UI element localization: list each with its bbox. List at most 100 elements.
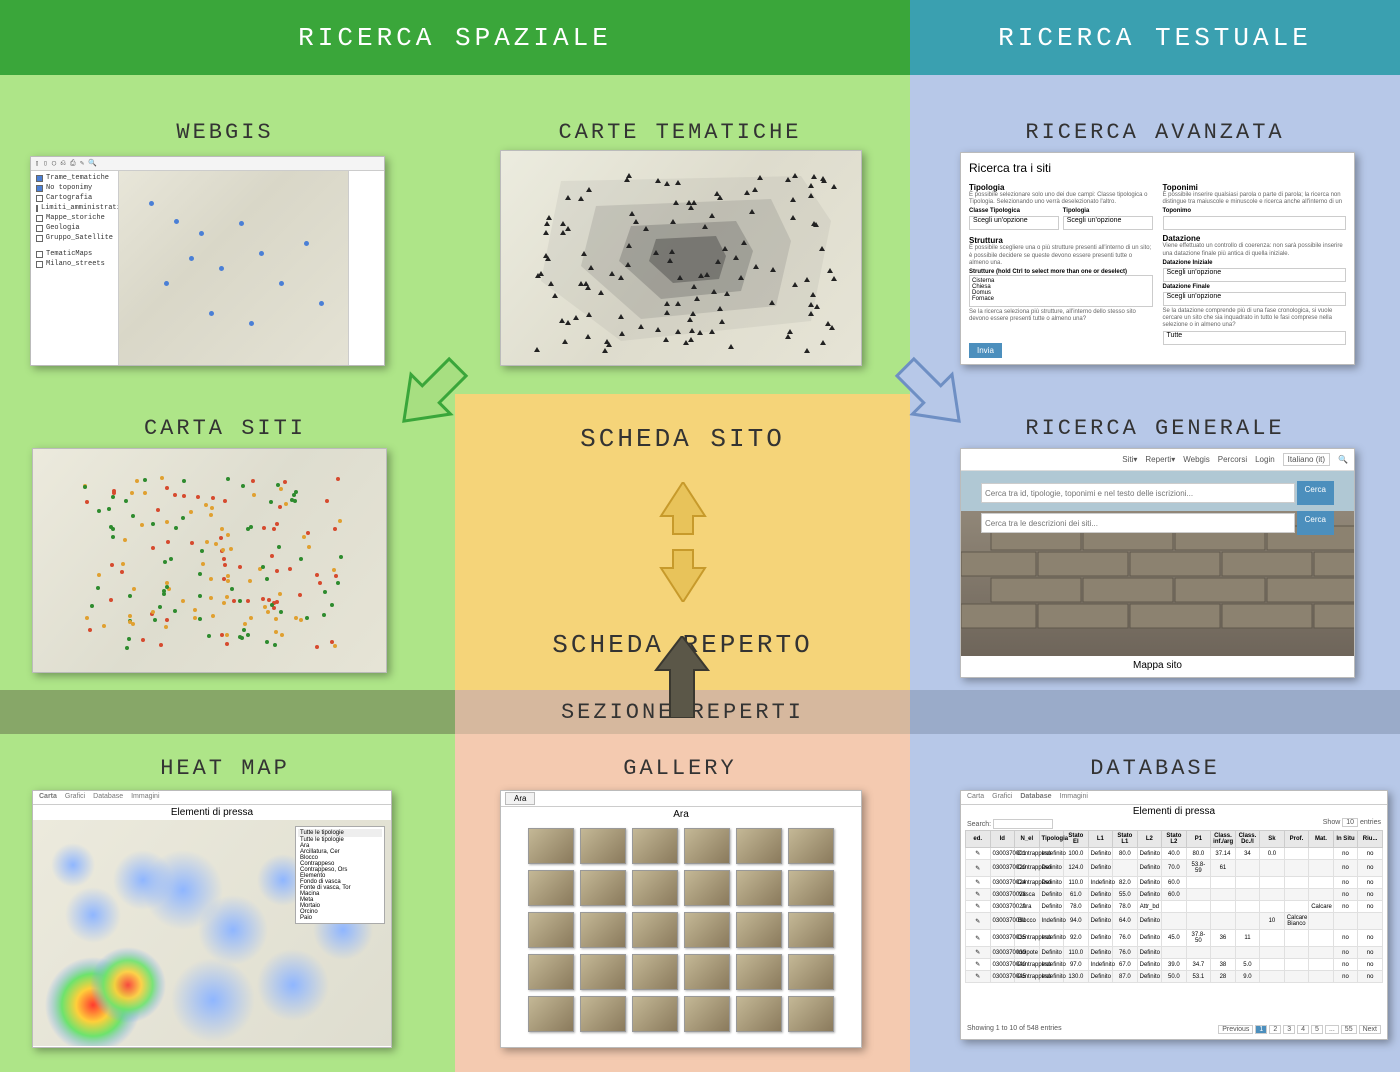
search-icon[interactable]: 🔍 bbox=[1338, 455, 1348, 464]
table-row[interactable]: ✎0300370035ContrappesoIndefinito92.0Defi… bbox=[966, 930, 1383, 947]
table-row[interactable]: ✎0300370020ContrappesoDefinito124.0Defin… bbox=[966, 860, 1383, 877]
gallery-cell[interactable] bbox=[788, 996, 834, 1032]
gallery-cell[interactable] bbox=[528, 954, 574, 990]
db-tab[interactable]: Database bbox=[1020, 793, 1051, 802]
title-webgis: WEBGIS bbox=[35, 120, 415, 145]
db-pager-btn[interactable]: 55 bbox=[1341, 1025, 1357, 1034]
gallery-cell[interactable] bbox=[788, 954, 834, 990]
adv-tipologia-select[interactable]: Scegli un'opzione bbox=[1063, 216, 1153, 230]
table-row[interactable]: ✎0300370028VascaDefinito61.0Definito55.0… bbox=[966, 889, 1383, 901]
gallery-cell[interactable] bbox=[632, 870, 678, 906]
gen-nav-item[interactable]: Percorsi bbox=[1218, 455, 1247, 464]
db-search-input[interactable] bbox=[993, 819, 1053, 829]
gallery-cell[interactable] bbox=[736, 870, 782, 906]
gallery-cell[interactable] bbox=[684, 828, 730, 864]
gallery-cell[interactable] bbox=[684, 954, 730, 990]
gallery-cell[interactable] bbox=[580, 828, 626, 864]
db-tab[interactable]: Grafici bbox=[992, 793, 1012, 802]
adv-title: Ricerca tra i siti bbox=[969, 161, 1346, 175]
gis-layer-row[interactable]: Mappe_storiche bbox=[33, 213, 116, 223]
thumb-database: CartaGraficiDatabaseImmagini Elementi di… bbox=[960, 790, 1388, 1040]
gallery-cell[interactable] bbox=[684, 912, 730, 948]
diagram-root: RICERCA SPAZIALE RICERCA TESTUALE SCHEDA… bbox=[0, 0, 1400, 1072]
gis-layer-row[interactable]: Cartografia bbox=[33, 193, 116, 203]
db-pager-btn[interactable]: 4 bbox=[1297, 1025, 1309, 1034]
db-show-select[interactable]: 10 bbox=[1342, 818, 1358, 827]
gen-search-2[interactable] bbox=[981, 513, 1295, 533]
table-row[interactable]: ✎0300370045ContrappesoIndefinito130.0Def… bbox=[966, 971, 1383, 983]
adv-classe-select[interactable]: Scegli un'opzione bbox=[969, 216, 1059, 230]
hm-tab[interactable]: Database bbox=[93, 793, 123, 802]
gallery-cell[interactable] bbox=[632, 954, 678, 990]
gen-nav-item[interactable]: Webgis bbox=[1183, 455, 1210, 464]
table-row[interactable]: ✎0300370029AraDefinito78.0Definito78.0At… bbox=[966, 901, 1383, 913]
gallery-tab[interactable]: Ara bbox=[505, 792, 535, 805]
gallery-cell[interactable] bbox=[736, 954, 782, 990]
gallery-cell[interactable] bbox=[632, 996, 678, 1032]
gallery-cell[interactable] bbox=[736, 828, 782, 864]
gallery-cell[interactable] bbox=[684, 996, 730, 1032]
gallery-cell[interactable] bbox=[788, 828, 834, 864]
gen-cerca-2[interactable]: Cerca bbox=[1297, 511, 1334, 535]
gallery-cell[interactable] bbox=[528, 870, 574, 906]
gallery-cell[interactable] bbox=[528, 996, 574, 1032]
title-ricerca-avanzata: RICERCA AVANZATA bbox=[965, 120, 1345, 145]
table-row[interactable]: ✎0300370001ContrappesoIndefinito100.0Def… bbox=[966, 848, 1383, 860]
gis-layer-row[interactable]: Limiti_amministrativi bbox=[33, 203, 116, 213]
gallery-cell[interactable] bbox=[632, 828, 678, 864]
arrow-green-icon bbox=[385, 340, 485, 440]
db-tab[interactable]: Carta bbox=[967, 793, 984, 802]
thumb-ricerca-avanzata: Ricerca tra i siti Tipologia È possibile… bbox=[960, 152, 1355, 365]
db-pager-btn[interactable]: Next bbox=[1359, 1025, 1381, 1034]
adv-dat-init[interactable]: Scegli un'opzione bbox=[1163, 268, 1347, 282]
hm-tab[interactable]: Carta bbox=[39, 793, 57, 802]
gen-nav-item[interactable]: Siti▾ bbox=[1122, 455, 1137, 464]
db-pager-btn[interactable]: 2 bbox=[1269, 1025, 1281, 1034]
title-carta-siti: CARTA SITI bbox=[35, 416, 415, 441]
gallery-cell[interactable] bbox=[788, 912, 834, 948]
gallery-cell[interactable] bbox=[528, 912, 574, 948]
db-pager-btn[interactable]: 5 bbox=[1311, 1025, 1323, 1034]
thumb-gallery: Ara Ara bbox=[500, 790, 862, 1048]
db-pager-btn[interactable]: ... bbox=[1325, 1025, 1339, 1034]
gis-layer-row[interactable]: Gruppo_Satellite bbox=[33, 233, 116, 243]
table-row[interactable]: ✎0300370031BloccoIndefinito94.0Definito6… bbox=[966, 913, 1383, 930]
thumb-heat-map: CartaGraficiDatabaseImmagini Elementi di… bbox=[32, 790, 392, 1048]
adv-struttura-list[interactable]: CisternaChiesaDomusFornace bbox=[969, 275, 1153, 307]
db-pager-btn[interactable]: 3 bbox=[1283, 1025, 1295, 1034]
gallery-cell[interactable] bbox=[580, 996, 626, 1032]
hm-tab[interactable]: Grafici bbox=[65, 793, 85, 802]
gallery-cell[interactable] bbox=[632, 912, 678, 948]
adv-dat-fin[interactable]: Scegli un'opzione bbox=[1163, 292, 1347, 306]
gallery-cell[interactable] bbox=[528, 828, 574, 864]
gen-nav-item[interactable]: Login bbox=[1255, 455, 1275, 464]
gallery-cell[interactable] bbox=[736, 996, 782, 1032]
db-pager-btn[interactable]: 1 bbox=[1255, 1025, 1267, 1034]
gis-layer-row[interactable]: TematicMaps bbox=[33, 249, 116, 259]
table-row[interactable]: ✎0300370024ContrappesoDefinito110.0Indef… bbox=[966, 877, 1383, 889]
gallery-cell[interactable] bbox=[684, 870, 730, 906]
gen-search-1[interactable] bbox=[981, 483, 1295, 503]
db-pager-btn[interactable]: Previous bbox=[1218, 1025, 1253, 1034]
gis-layer-row[interactable]: Trame_tematiche bbox=[33, 173, 116, 183]
gen-cerca-1[interactable]: Cerca bbox=[1297, 481, 1334, 505]
gallery-cell[interactable] bbox=[580, 912, 626, 948]
db-tab[interactable]: Immagini bbox=[1060, 793, 1088, 802]
gis-layer-row[interactable]: Milano_streets bbox=[33, 259, 116, 269]
gallery-cell[interactable] bbox=[788, 870, 834, 906]
gen-nav-item[interactable]: Reperti▾ bbox=[1145, 455, 1175, 464]
gallery-cell[interactable] bbox=[580, 870, 626, 906]
adv-toponimo-input[interactable] bbox=[1163, 216, 1347, 230]
gis-layer-row[interactable]: No toponimy bbox=[33, 183, 116, 193]
table-row[interactable]: ✎0300370039IncipoteDefinito110.0Definito… bbox=[966, 947, 1383, 959]
table-row[interactable]: ✎0300370040ContrappesoIndefinito97.0Inde… bbox=[966, 959, 1383, 971]
adv-tutte-select[interactable]: Tutte bbox=[1163, 331, 1347, 345]
hm-tab[interactable]: Immagini bbox=[131, 793, 159, 802]
gallery-cell[interactable] bbox=[580, 954, 626, 990]
gis-layer-row[interactable]: Geologia bbox=[33, 223, 116, 233]
gallery-cell[interactable] bbox=[736, 912, 782, 948]
heatmap-filter-panel[interactable]: Tutte le tipologieTutte le tipologieAraA… bbox=[295, 826, 385, 924]
gen-lang-select[interactable]: Italiano (it) bbox=[1283, 453, 1330, 466]
header-textual: RICERCA TESTUALE bbox=[910, 0, 1400, 75]
title-carte-tematiche: CARTE TEMATICHE bbox=[490, 120, 870, 145]
